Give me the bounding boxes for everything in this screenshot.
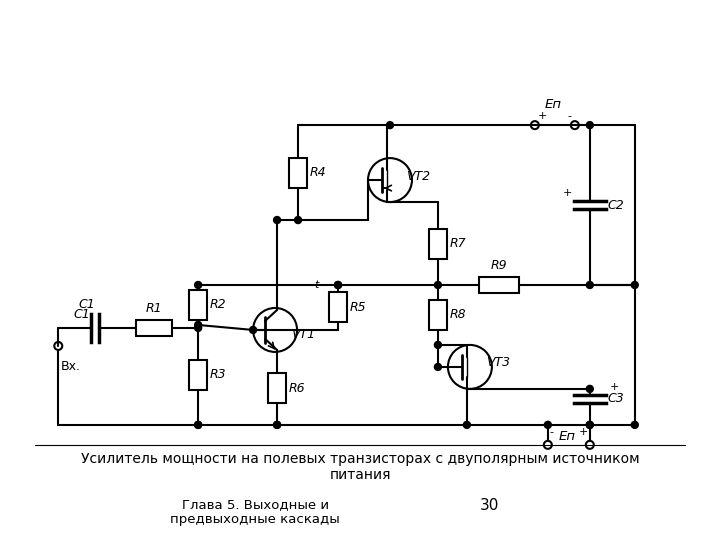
Circle shape <box>631 281 638 288</box>
Text: C1: C1 <box>79 298 96 311</box>
Text: VT2: VT2 <box>406 170 430 183</box>
Circle shape <box>250 327 256 333</box>
Text: C2: C2 <box>608 199 624 212</box>
Text: R5: R5 <box>350 301 366 314</box>
Circle shape <box>434 363 441 370</box>
Circle shape <box>434 281 441 288</box>
Circle shape <box>194 421 202 428</box>
Text: 30: 30 <box>480 498 500 513</box>
Bar <box>479 277 519 293</box>
Text: Глава 5. Выходные и
предвыходные каскады: Глава 5. Выходные и предвыходные каскады <box>170 498 340 526</box>
Circle shape <box>335 281 341 288</box>
Circle shape <box>335 281 341 288</box>
Circle shape <box>586 281 593 288</box>
Circle shape <box>631 421 638 428</box>
Text: +: + <box>578 427 588 437</box>
Text: R3: R3 <box>210 368 227 381</box>
Text: -: - <box>568 111 572 121</box>
Bar <box>329 293 347 322</box>
Circle shape <box>544 421 552 428</box>
Circle shape <box>586 421 593 428</box>
Circle shape <box>387 122 393 129</box>
Circle shape <box>194 321 202 328</box>
Text: t: t <box>315 280 319 291</box>
Circle shape <box>434 341 441 348</box>
Text: +: + <box>538 111 547 121</box>
Text: Eп: Eп <box>558 430 575 443</box>
Circle shape <box>194 421 202 428</box>
Text: VT1: VT1 <box>291 328 315 341</box>
Text: C1: C1 <box>73 308 90 321</box>
Bar <box>289 158 307 187</box>
Bar <box>429 300 447 330</box>
Text: -: - <box>550 427 554 437</box>
Circle shape <box>274 421 281 428</box>
Text: C3: C3 <box>608 393 624 406</box>
Text: VT3: VT3 <box>486 356 510 369</box>
Text: +: + <box>563 188 572 198</box>
Text: R9: R9 <box>490 259 507 272</box>
Text: Eп: Eп <box>544 98 562 111</box>
Text: R6: R6 <box>289 382 306 395</box>
Text: Вх.: Вх. <box>60 360 80 373</box>
Text: R1: R1 <box>145 302 162 315</box>
Bar <box>429 228 447 259</box>
Text: R2: R2 <box>210 299 227 312</box>
Circle shape <box>194 281 202 288</box>
Circle shape <box>586 386 593 393</box>
Bar <box>189 360 207 390</box>
Bar <box>268 374 286 403</box>
Text: R8: R8 <box>450 308 467 321</box>
Circle shape <box>586 421 593 428</box>
Text: Усилитель мощности на полевых транзисторах с двуполярным источником
питания: Усилитель мощности на полевых транзистор… <box>81 452 639 482</box>
Circle shape <box>274 421 281 428</box>
Circle shape <box>586 122 593 129</box>
Text: +: + <box>610 382 619 392</box>
Circle shape <box>274 217 281 224</box>
Circle shape <box>294 217 302 224</box>
Circle shape <box>464 421 470 428</box>
Bar <box>189 290 207 320</box>
Circle shape <box>194 325 202 332</box>
Bar <box>135 320 171 336</box>
Text: R7: R7 <box>450 237 467 250</box>
Text: R4: R4 <box>310 166 327 179</box>
